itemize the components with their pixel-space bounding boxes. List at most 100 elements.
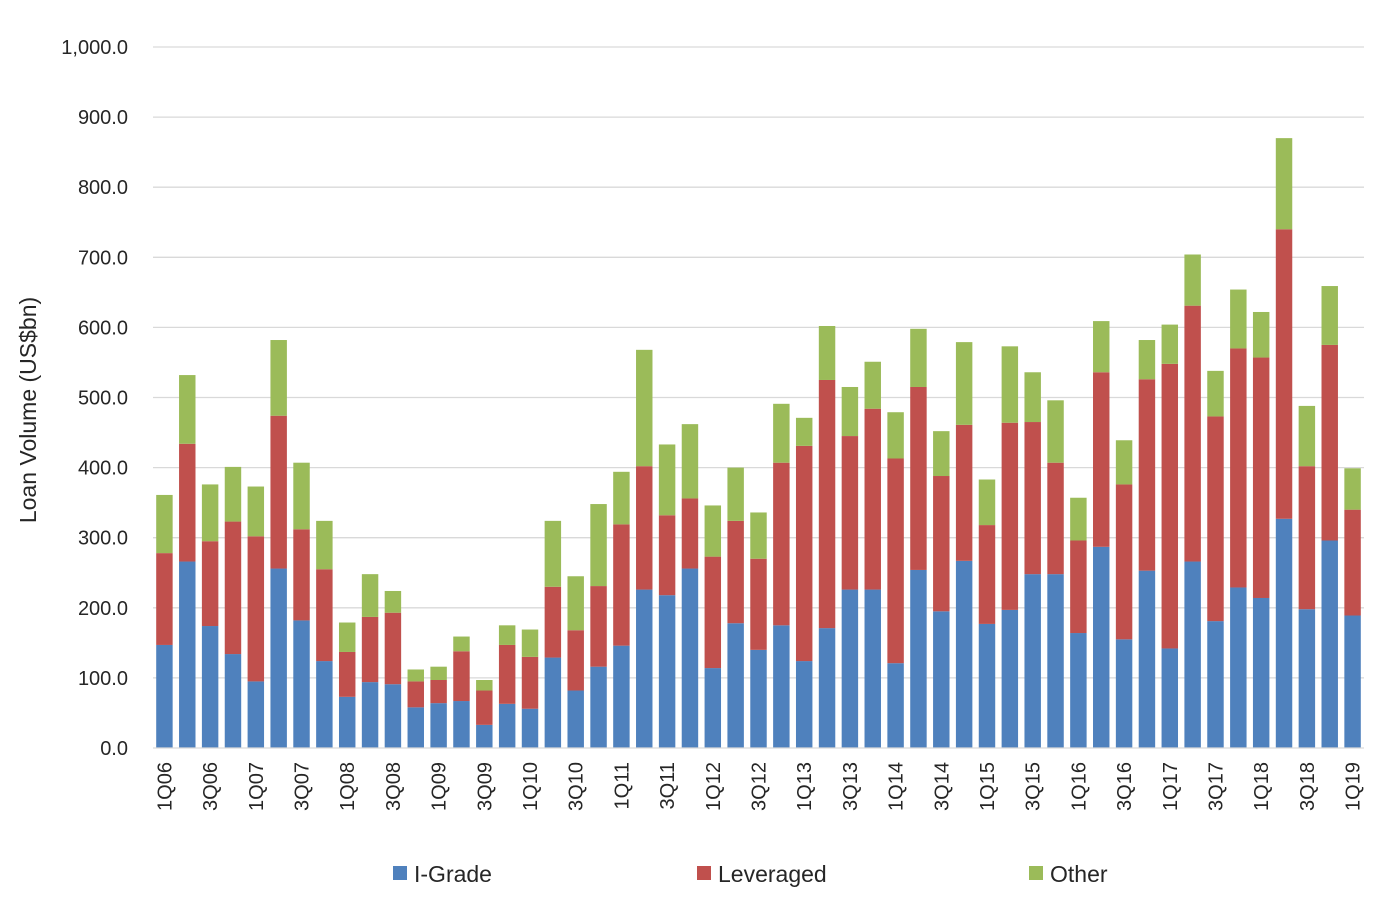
bar-other-1q10: [521, 629, 539, 657]
bar-other-3q08: [384, 590, 402, 613]
gridlines: [153, 46, 1364, 679]
x-tick-label: 3Q13: [840, 762, 862, 811]
bar-i-grade-1q19: [1344, 615, 1361, 748]
bar-other-2q17: [1184, 254, 1201, 306]
x-tick-label: 3Q15: [1023, 762, 1045, 811]
y-axis-title: Loan Volume (US$bn): [15, 297, 41, 523]
bar-i-grade-4q09: [498, 703, 516, 748]
bar-i-grade-4q18: [1321, 540, 1338, 748]
bar-i-grade-2q15: [1001, 609, 1019, 748]
bar-other-1q12: [704, 505, 722, 557]
bar-leveraged-4q17: [1230, 348, 1247, 588]
x-tick-label: 1Q12: [703, 762, 725, 811]
bar-i-grade-1q08: [338, 696, 356, 748]
x-tick-label: 3Q17: [1205, 762, 1227, 811]
bar-i-grade-3q17: [1207, 621, 1224, 748]
bar-i-grade-3q09: [476, 724, 493, 748]
bar-leveraged-2q13: [818, 379, 836, 629]
bar-leveraged-1q11: [613, 524, 630, 646]
y-tick-label: 400.0: [78, 458, 128, 480]
bar-leveraged-2q07: [270, 415, 287, 569]
bar-leveraged-2q06: [179, 443, 196, 562]
y-tick-label: 200.0: [78, 598, 128, 620]
bar-i-grade-3q06: [201, 626, 219, 748]
x-tick-label: 1Q11: [611, 762, 633, 809]
bar-leveraged-2q09: [453, 651, 470, 702]
bar-other-2q08: [361, 574, 379, 617]
x-tick-label: 1Q07: [246, 762, 268, 811]
bar-leveraged-2q12: [727, 520, 744, 624]
bar-other-4q16: [1138, 340, 1156, 380]
bar-leveraged-2q16: [1093, 372, 1110, 547]
bar-leveraged-4q12: [773, 462, 790, 626]
bar-leveraged-1q06: [156, 553, 173, 645]
bar-other-1q13: [795, 417, 813, 446]
x-tick-label: 3Q07: [292, 762, 314, 811]
bar-leveraged-3q14: [933, 476, 950, 612]
bar-i-grade-4q14: [955, 560, 973, 748]
bar-i-grade-1q06: [156, 644, 173, 748]
bar-leveraged-1q13: [795, 445, 813, 662]
bar-other-2q06: [179, 375, 196, 444]
bar-leveraged-2q17: [1184, 305, 1201, 562]
bar-other-3q06: [201, 484, 219, 542]
bar-leveraged-1q16: [1070, 540, 1087, 634]
bar-other-3q15: [1024, 372, 1041, 423]
bar-leveraged-4q13: [864, 408, 881, 590]
bar-i-grade-3q10: [567, 690, 584, 748]
bar-i-grade-2q14: [910, 569, 927, 748]
bar-leveraged-2q10: [544, 586, 562, 658]
bar-other-2q10: [544, 520, 562, 587]
bar-i-grade-4q17: [1230, 587, 1247, 748]
bar-leveraged-1q15: [978, 525, 996, 624]
bar-other-3q14: [933, 431, 950, 477]
bar-other-4q17: [1230, 289, 1247, 349]
x-tick-label: 3Q18: [1297, 762, 1319, 811]
bar-leveraged-4q18: [1321, 344, 1338, 541]
bar-other-3q11: [658, 444, 676, 516]
x-tick-label: 3Q10: [566, 762, 588, 811]
x-tick-label: 3Q14: [931, 762, 953, 811]
bar-leveraged-4q15: [1047, 462, 1064, 575]
bar-i-grade-2q06: [179, 561, 196, 748]
bar-other-2q09: [453, 636, 470, 652]
x-tick-label: 3Q12: [749, 762, 771, 811]
bar-i-grade-1q10: [521, 708, 539, 748]
bar-leveraged-1q12: [704, 556, 722, 669]
bar-i-grade-3q11: [658, 595, 676, 748]
bar-i-grade-3q13: [841, 589, 859, 748]
bar-other-1q16: [1070, 497, 1087, 541]
y-tick-label: 700.0: [78, 247, 128, 269]
bar-i-grade-2q08: [361, 682, 379, 748]
bar-i-grade-4q15: [1047, 574, 1064, 748]
bar-i-grade-3q14: [933, 611, 950, 748]
bar-other-4q09: [498, 625, 516, 645]
bar-i-grade-1q13: [795, 661, 813, 748]
bar-i-grade-1q15: [978, 623, 996, 748]
bar-leveraged-3q09: [476, 690, 493, 725]
bar-other-3q10: [567, 576, 584, 631]
bar-i-grade-3q15: [1024, 574, 1041, 748]
bar-i-grade-4q13: [864, 589, 881, 748]
x-axis-tick-labels: 1Q06 3Q06 1Q07 3Q07 1Q08 3Q08 1Q09 3Q09 1Q10 3Q10…: [154, 762, 1364, 811]
bar-i-grade-2q07: [270, 568, 287, 748]
bar-i-grade-1q07: [247, 681, 265, 748]
bar-i-grade-3q18: [1298, 609, 1316, 748]
bar-leveraged-3q10: [567, 630, 584, 691]
bar-i-grade-4q06: [224, 654, 242, 748]
bar-other-1q09: [430, 666, 447, 681]
bar-i-grade-4q16: [1138, 570, 1156, 748]
bar-leveraged-4q14: [955, 424, 973, 561]
x-tick-label: 3Q08: [383, 762, 405, 811]
bar-i-grade-3q07: [293, 620, 310, 748]
bar-leveraged-3q06: [201, 541, 219, 627]
y-tick-label: 300.0: [78, 528, 128, 550]
bar-i-grade-3q16: [1115, 639, 1133, 748]
bar-i-grade-1q14: [887, 663, 904, 748]
bar-i-grade-2q11: [636, 589, 653, 748]
x-tick-label: 1Q16: [1068, 762, 1090, 811]
x-tick-label: 1Q17: [1160, 762, 1182, 811]
bar-other-2q18: [1275, 138, 1293, 230]
x-tick-label: 1Q13: [794, 762, 816, 811]
bar-other-2q07: [270, 340, 287, 416]
